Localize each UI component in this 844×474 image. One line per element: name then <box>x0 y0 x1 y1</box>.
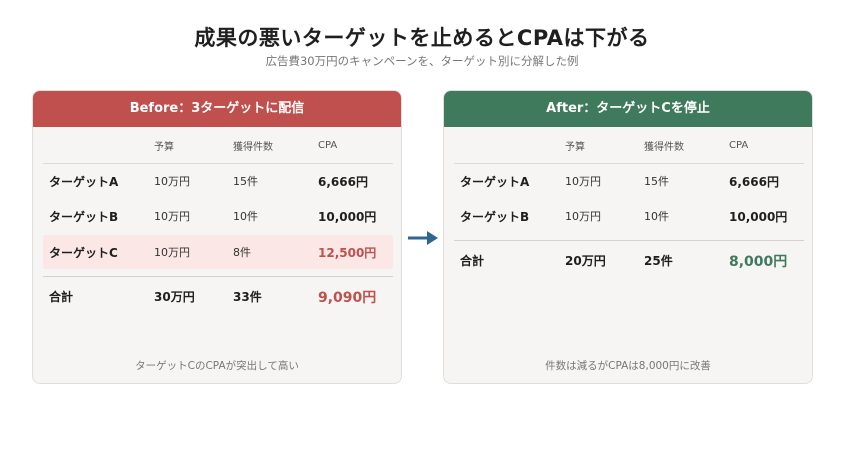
row-name: ターゲットB <box>460 209 530 224</box>
row-budget: 10万円 <box>154 210 190 223</box>
before-table-header: 予算 獲得件数 CPA <box>43 127 393 164</box>
row-cpa: 6,666円 <box>318 174 368 189</box>
table-row: ターゲットA 10万円 15件 6,666円 <box>43 164 393 198</box>
total-count: 33件 <box>233 290 262 304</box>
after-panel: After：ターゲットCを停止 予算 獲得件数 CPA ターゲットA 10万円 … <box>443 90 813 384</box>
page-subtitle: 広告費30万円のキャンペーンを、ターゲット別に分解した例 <box>265 54 579 68</box>
table-row: ターゲットB 10万円 10件 10,000円 <box>454 199 804 233</box>
table-row-highlighted: ターゲットC 10万円 8件 12,500円 <box>43 235 393 269</box>
row-count: 10件 <box>233 210 258 223</box>
column-header-count: 獲得件数 <box>644 141 684 153</box>
row-count: 15件 <box>644 175 669 188</box>
row-cpa: 6,666円 <box>729 174 779 189</box>
table-row: ターゲットB 10万円 10件 10,000円 <box>43 199 393 233</box>
total-cpa: 8,000円 <box>729 253 788 270</box>
row-budget: 10万円 <box>565 210 601 223</box>
column-header-budget: 予算 <box>565 141 585 153</box>
total-budget: 30万円 <box>154 290 195 304</box>
column-header-budget: 予算 <box>154 141 174 153</box>
total-budget: 20万円 <box>565 254 606 268</box>
before-panel-header: Before：3ターゲットに配信 <box>33 91 401 127</box>
column-header-cpa: CPA <box>729 139 749 151</box>
after-panel-header: After：ターゲットCを停止 <box>444 91 812 127</box>
total-name: 合計 <box>49 290 74 304</box>
page-title: 成果の悪いターゲットを止めるとCPAは下がる <box>194 26 650 50</box>
table-total-row: 合計 30万円 33件 9,090円 <box>43 276 393 316</box>
row-budget: 10万円 <box>565 175 601 188</box>
row-cpa: 10,000円 <box>318 209 377 224</box>
row-count: 8件 <box>233 246 251 259</box>
total-count: 25件 <box>644 254 673 268</box>
row-budget: 10万円 <box>154 175 190 188</box>
column-header-cpa: CPA <box>318 139 338 151</box>
table-row: ターゲットA 10万円 15件 6,666円 <box>454 164 804 198</box>
total-cpa: 9,090円 <box>318 289 377 306</box>
after-footer-note: 件数は減るがCPAは8,000円に改善 <box>545 360 711 372</box>
before-panel: Before：3ターゲットに配信 予算 獲得件数 CPA ターゲットA 10万円… <box>32 90 402 384</box>
row-cpa: 10,000円 <box>729 209 788 224</box>
row-name: ターゲットB <box>49 209 119 224</box>
before-footer-note: ターゲットCのCPAが突出して高い <box>135 360 299 372</box>
row-cpa: 12,500円 <box>318 245 377 260</box>
table-total-row: 合計 20万円 25件 8,000円 <box>454 240 804 280</box>
row-name: ターゲットA <box>49 174 119 189</box>
row-name: ターゲットA <box>460 174 530 189</box>
row-name: ターゲットC <box>49 245 118 260</box>
total-name: 合計 <box>460 254 485 268</box>
row-budget: 10万円 <box>154 246 190 259</box>
row-count: 15件 <box>233 175 258 188</box>
column-header-count: 獲得件数 <box>233 141 273 153</box>
after-table-header: 予算 獲得件数 CPA <box>454 127 804 164</box>
row-count: 10件 <box>644 210 669 223</box>
arrow-right-icon <box>408 231 438 245</box>
